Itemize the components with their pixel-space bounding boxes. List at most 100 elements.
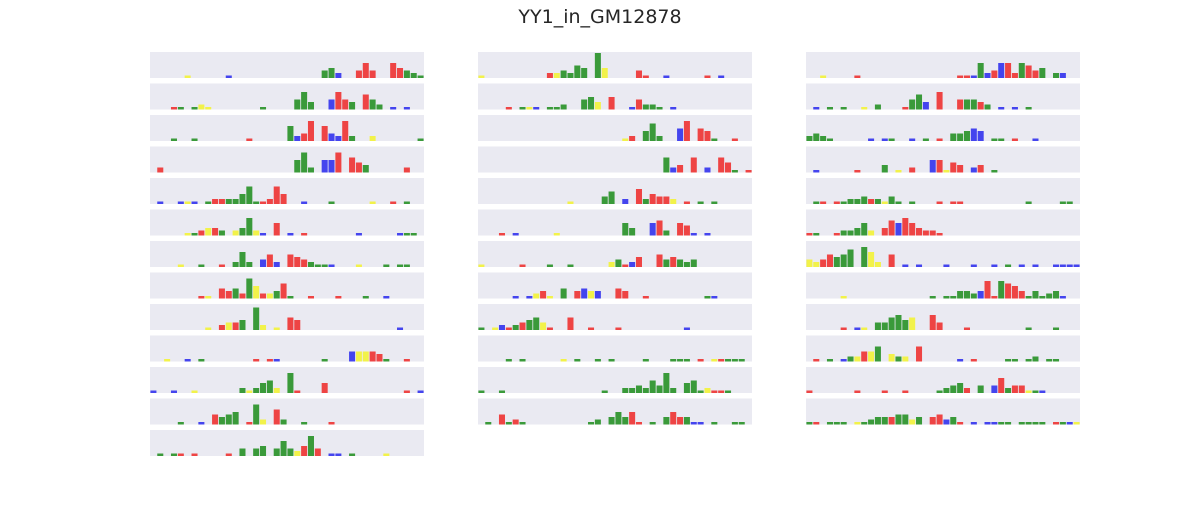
bar-G bbox=[1073, 422, 1080, 425]
bar-G bbox=[355, 264, 362, 267]
bar-T bbox=[301, 133, 308, 141]
bar-A bbox=[588, 97, 595, 110]
bar-A bbox=[608, 417, 615, 425]
bar-A bbox=[1053, 291, 1060, 299]
panel-background bbox=[806, 83, 1080, 110]
bar-T bbox=[745, 170, 752, 173]
bar-A bbox=[861, 422, 868, 425]
bar-T bbox=[615, 288, 622, 299]
bar-C bbox=[690, 422, 697, 425]
bar-T bbox=[369, 351, 376, 362]
bar-A bbox=[362, 165, 369, 173]
bar-T bbox=[301, 446, 308, 456]
panel-1-3 bbox=[150, 115, 424, 141]
bar-A bbox=[642, 359, 649, 362]
bar-C bbox=[1011, 107, 1018, 110]
bar-A bbox=[314, 264, 321, 267]
bar-A bbox=[731, 422, 738, 425]
bar-A bbox=[601, 196, 608, 204]
bar-A bbox=[936, 390, 943, 393]
bar-A bbox=[642, 388, 649, 393]
bar-T bbox=[294, 390, 301, 393]
bar-T bbox=[929, 315, 936, 330]
bar-A bbox=[826, 138, 833, 141]
bar-A bbox=[963, 291, 970, 299]
panel-1-9 bbox=[150, 304, 424, 330]
bar-T bbox=[718, 390, 725, 393]
bar-A bbox=[909, 99, 916, 110]
panel-background bbox=[478, 335, 752, 362]
bar-T bbox=[984, 281, 991, 299]
bar-A bbox=[1046, 293, 1053, 299]
bar-A bbox=[622, 388, 629, 393]
bar-T bbox=[813, 359, 820, 362]
bar-A bbox=[232, 199, 239, 204]
bar-A bbox=[191, 138, 198, 141]
bar-T bbox=[321, 383, 328, 393]
bar-A bbox=[970, 99, 977, 110]
bar-G bbox=[184, 233, 191, 236]
bar-A bbox=[1025, 359, 1032, 362]
bar-A bbox=[260, 383, 267, 393]
bar-C bbox=[984, 422, 991, 425]
bar-A bbox=[1032, 422, 1039, 425]
bar-A bbox=[594, 53, 601, 78]
bar-C bbox=[328, 133, 335, 141]
bar-G bbox=[205, 327, 212, 330]
panel-1-11 bbox=[150, 367, 424, 393]
bar-T bbox=[157, 167, 164, 173]
panel-background bbox=[478, 52, 752, 78]
bar-G bbox=[533, 293, 540, 299]
bar-A bbox=[1005, 359, 1012, 362]
bar-A bbox=[697, 201, 704, 204]
bar-T bbox=[273, 223, 280, 236]
bar-G bbox=[205, 107, 212, 110]
bar-G bbox=[198, 104, 205, 110]
bar-A bbox=[287, 373, 294, 393]
bar-C bbox=[1039, 390, 1046, 393]
bar-A bbox=[991, 138, 998, 141]
bar-C bbox=[328, 160, 335, 173]
bar-C bbox=[977, 131, 984, 141]
panel-2-6 bbox=[478, 209, 752, 236]
bar-C bbox=[622, 199, 629, 204]
bar-G bbox=[383, 453, 390, 456]
panel-1-4 bbox=[150, 146, 424, 173]
bar-C bbox=[273, 359, 280, 362]
bar-A bbox=[478, 327, 485, 330]
bar-A bbox=[683, 417, 690, 425]
bar-C bbox=[335, 73, 342, 78]
bar-G bbox=[881, 201, 888, 204]
bar-A bbox=[991, 170, 998, 173]
bar-A bbox=[1066, 201, 1073, 204]
bar-G bbox=[854, 422, 861, 425]
bar-A bbox=[1025, 422, 1032, 425]
bar-A bbox=[881, 165, 888, 173]
bar-A bbox=[711, 138, 718, 141]
bar-G bbox=[594, 102, 601, 110]
panel-background bbox=[150, 146, 424, 173]
bar-T bbox=[266, 254, 273, 267]
bar-A bbox=[963, 131, 970, 141]
bar-A bbox=[683, 359, 690, 362]
panel-2-11 bbox=[478, 367, 752, 393]
bar-A bbox=[1005, 264, 1012, 267]
bar-A bbox=[738, 422, 745, 425]
bar-T bbox=[868, 199, 875, 204]
bar-T bbox=[212, 199, 219, 204]
bar-A bbox=[1046, 359, 1053, 362]
bar-A bbox=[170, 138, 177, 141]
bar-A bbox=[847, 199, 854, 204]
bar-T bbox=[806, 233, 813, 236]
bar-T bbox=[670, 257, 677, 267]
bar-A bbox=[526, 320, 533, 330]
bar-A bbox=[253, 201, 260, 204]
bar-T bbox=[656, 196, 663, 204]
bar-A bbox=[1059, 201, 1066, 204]
bar-A bbox=[1039, 296, 1046, 299]
bar-A bbox=[349, 102, 356, 110]
bar-A bbox=[191, 233, 198, 236]
bar-A bbox=[711, 201, 718, 204]
bar-T bbox=[498, 233, 505, 236]
bar-C bbox=[498, 325, 505, 330]
